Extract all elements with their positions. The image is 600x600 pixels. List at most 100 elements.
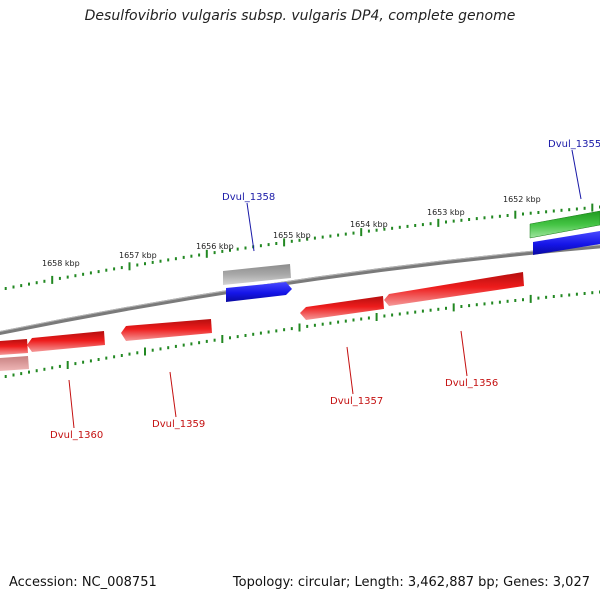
scale-major-tick (144, 347, 146, 356)
scale-minor-tick (445, 306, 447, 310)
scale-major-tick (66, 361, 69, 369)
scale-minor-tick (4, 375, 7, 378)
scale-minor-tick (398, 312, 401, 316)
scale-minor-tick (236, 335, 239, 339)
scale-major-tick (298, 323, 301, 332)
scale-ticks-reverse (4, 290, 600, 378)
scale-minor-tick (167, 258, 170, 262)
scale-major-tick (514, 210, 517, 219)
gene-dvul-1358-pseudo[interactable] (223, 264, 291, 285)
genome-summary-text: Topology: circular; Length: 3,462,887 bp… (232, 575, 590, 590)
scale-major-tick (375, 313, 378, 321)
scale-minor-tick (58, 276, 61, 280)
scale-minor-tick (313, 323, 316, 327)
scale-minor-tick (498, 214, 501, 218)
scale-minor-tick (460, 305, 463, 308)
scale-minor-tick (51, 366, 54, 370)
scale-minor-tick (575, 207, 578, 211)
scale-minor-tick (583, 292, 586, 295)
scale-label-1658: 1658 kbp (42, 259, 80, 268)
scale-minor-tick (159, 347, 162, 351)
gene-label-dvul-1359[interactable]: Dvul_1359 (152, 419, 205, 430)
scale-major-tick (529, 294, 532, 303)
scale-minor-tick (437, 307, 440, 311)
scale-minor-tick (475, 303, 478, 307)
scale-minor-tick (337, 320, 340, 324)
gene-label-dvul-1358[interactable]: Dvul_1358 (222, 192, 275, 203)
gene-label-dvul-1360[interactable]: Dvul_1360 (50, 430, 103, 441)
scale-minor-tick (429, 222, 432, 226)
scale-minor-tick (43, 367, 46, 371)
scale-minor-tick (267, 243, 270, 247)
gene-label-dvul-1357[interactable]: Dvul_1357 (330, 396, 383, 407)
scale-minor-tick (321, 322, 324, 326)
scale-minor-tick (414, 224, 417, 227)
scale-major-tick (205, 249, 208, 258)
scale-minor-tick (20, 284, 23, 288)
scale-minor-tick (12, 285, 15, 289)
scale-minor-tick (475, 217, 478, 221)
gene-dvul-1361-partial[interactable] (0, 339, 28, 355)
scale-minor-tick (275, 329, 278, 333)
scale-label-1652: 1652 kbp (503, 195, 541, 204)
accession-text: Accession: NC_008751 (9, 575, 157, 590)
scale-minor-tick (229, 248, 231, 252)
gene-dvul-1361-faded[interactable] (0, 356, 29, 371)
scale-minor-tick (383, 227, 386, 231)
scale-minor-tick (344, 319, 347, 323)
gene-label-dvul-1356[interactable]: Dvul_1356 (445, 378, 498, 389)
scale-minor-tick (429, 308, 432, 312)
scale-major-tick (437, 218, 440, 227)
scale-minor-tick (414, 310, 417, 314)
scale-minor-tick (352, 318, 355, 322)
scale-minor-tick (58, 364, 61, 368)
scale-minor-tick (568, 293, 571, 297)
scale-minor-tick (483, 302, 486, 306)
scale-minor-tick (398, 225, 401, 229)
gene-dvul-1355[interactable] (529, 210, 600, 239)
scale-minor-tick (568, 208, 571, 212)
scale-minor-tick (151, 348, 154, 352)
gene-dvul-1358[interactable] (226, 282, 292, 302)
gene-dvul-1355-partner[interactable] (533, 231, 600, 255)
scale-minor-tick (43, 279, 46, 283)
scale-minor-tick (498, 300, 501, 304)
scale-minor-tick (560, 294, 563, 298)
gene-dvul-1359[interactable] (121, 319, 212, 341)
scale-minor-tick (522, 298, 524, 302)
scale-minor-tick (113, 355, 116, 359)
gene-label-dvul-1355[interactable]: Dvul_1355 (548, 139, 600, 150)
scale-minor-tick (174, 257, 177, 261)
scale-minor-tick (89, 271, 92, 275)
scale-minor-tick (182, 255, 185, 259)
scale-label-1654: 1654 kbp (350, 220, 388, 229)
scale-minor-tick (283, 328, 286, 332)
gene-dvul-1356[interactable] (384, 272, 524, 306)
scale-minor-tick (468, 304, 471, 308)
scale-minor-tick (229, 336, 231, 340)
scale-minor-tick (468, 218, 471, 221)
scale-minor-tick (82, 272, 85, 276)
scale-minor-tick (28, 370, 30, 374)
map-title: Desulfovibrio vulgaris subsp. vulgaris D… (84, 8, 516, 24)
scale-minor-tick (159, 259, 162, 263)
scale-minor-tick (128, 352, 131, 356)
leader-line-dvul-1358 (246, 202, 255, 252)
scale-minor-tick (306, 324, 309, 328)
scale-minor-tick (151, 260, 154, 264)
leader-line-dvul-1357 (346, 346, 354, 395)
scale-minor-tick (506, 214, 509, 217)
scale-minor-tick (367, 316, 370, 320)
leader-line-dvul-1355 (571, 149, 582, 200)
scale-minor-tick (344, 232, 347, 236)
scale-minor-tick (182, 343, 185, 347)
scale-minor-tick (321, 235, 324, 239)
gene-dvul-1360[interactable] (27, 331, 105, 352)
gene-dvul-1357[interactable] (300, 296, 384, 320)
scale-label-1657: 1657 kbp (119, 251, 157, 260)
scale-minor-tick (244, 334, 247, 337)
scale-minor-tick (236, 247, 239, 251)
scale-minor-tick (97, 358, 100, 361)
scale-minor-tick (167, 346, 170, 350)
scale-minor-tick (105, 268, 108, 272)
